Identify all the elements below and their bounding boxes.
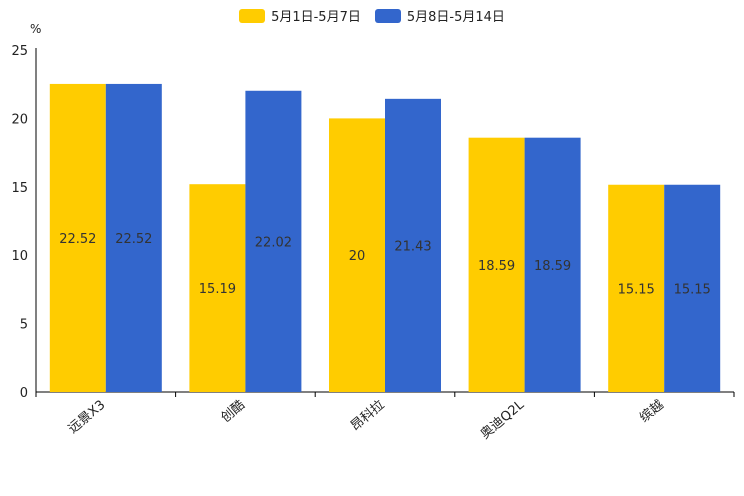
- bar-series-2-1[interactable]: [245, 90, 302, 392]
- x-tick-label-2: 昂科拉: [348, 398, 388, 435]
- data-label-series-1-1: 15.19: [199, 282, 236, 297]
- data-label-series-1-2: 20: [349, 249, 366, 264]
- y-tick-label-3: 15: [11, 181, 28, 196]
- bar-series-1-2[interactable]: [329, 118, 385, 393]
- y-tick-label-1: 5: [20, 318, 28, 333]
- bar-series-2-2[interactable]: [385, 98, 441, 393]
- y-tick-label-5: 25: [11, 44, 28, 59]
- data-label-series-2-4: 15.15: [674, 282, 711, 297]
- legend-item-series-2[interactable]: 5月8日-5月14日: [374, 6, 505, 25]
- y-tick-label-0: 0: [20, 386, 28, 401]
- x-tick-label-3: 奥迪Q2L: [478, 397, 528, 442]
- chart-legend: 5月1日-5月7日 5月8日-5月14日: [0, 6, 744, 25]
- data-label-series-2-3: 18.59: [534, 259, 571, 274]
- x-tick-label-1: 创酷: [218, 398, 248, 426]
- legend-item-series-1[interactable]: 5月1日-5月7日: [239, 6, 361, 25]
- x-tick-label-4: 缤越: [637, 397, 667, 426]
- y-tick-label-4: 20: [11, 112, 28, 127]
- bar-series-1-3[interactable]: [468, 137, 525, 392]
- bar-series-1-0[interactable]: [49, 83, 106, 393]
- bar-series-1-4[interactable]: [608, 184, 665, 392]
- y-tick-label-2: 10: [11, 249, 28, 264]
- data-label-series-2-0: 22.52: [115, 232, 152, 247]
- bar-series-2-0[interactable]: [105, 83, 162, 393]
- data-label-series-1-4: 15.15: [618, 282, 655, 297]
- legend-swatch-series-1: [239, 8, 266, 23]
- data-label-series-2-2: 21.43: [394, 239, 431, 254]
- data-label-series-2-1: 22.02: [255, 235, 292, 250]
- legend-swatch-series-2: [374, 8, 401, 23]
- x-tick-label-0: 远景X3: [66, 398, 109, 437]
- bar-series-2-3[interactable]: [524, 137, 581, 392]
- y-axis-unit-label: %: [30, 22, 42, 36]
- data-label-series-1-0: 22.52: [59, 232, 96, 247]
- bar-series-2-4[interactable]: [664, 184, 721, 392]
- data-label-series-1-3: 18.59: [478, 259, 515, 274]
- bar-series-1-1[interactable]: [189, 184, 246, 392]
- legend-label-series-1: 5月1日-5月7日: [271, 10, 361, 25]
- legend-label-series-2: 5月8日-5月14日: [406, 10, 505, 25]
